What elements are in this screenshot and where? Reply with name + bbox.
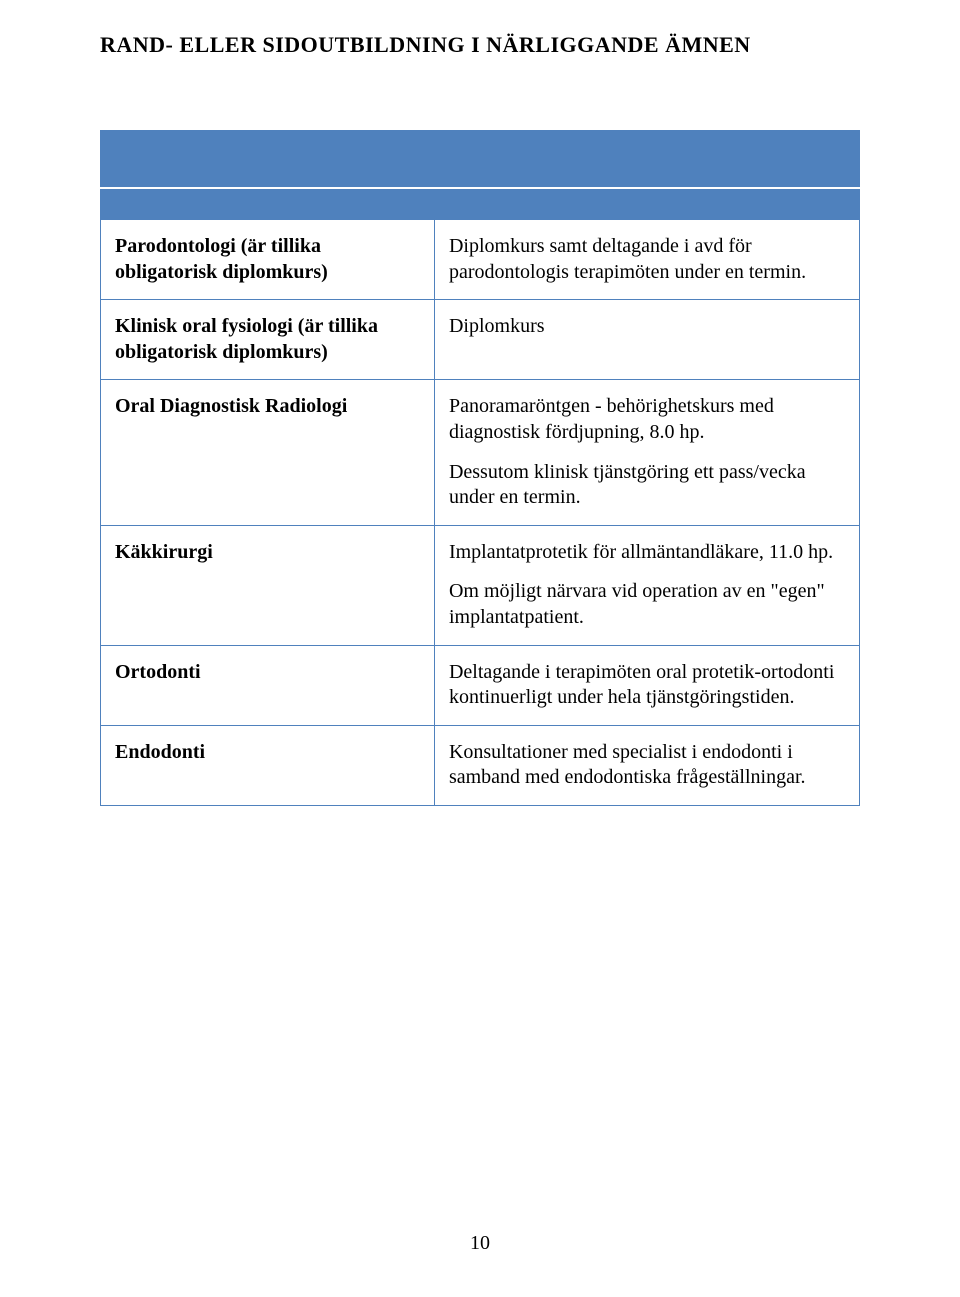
table-row: Käkkirurgi Implantatprotetik för allmänt… [101, 525, 860, 645]
description-cell: Diplomkurs [434, 300, 859, 380]
description-cell: Implantatprotetik för allmäntandläkare, … [434, 525, 859, 645]
table-row: Klinisk oral fysiologi (är tillika oblig… [101, 300, 860, 380]
description-paragraph: Deltagande i terapimöten oral protetik-o… [449, 660, 845, 711]
page-number: 10 [0, 1232, 960, 1255]
education-table: Parodontologi (är tillika obligatorisk d… [100, 130, 860, 806]
table-header-cell [101, 131, 435, 189]
description-paragraph: Panoramaröntgen - behörighetskurs med di… [449, 394, 845, 445]
table-subheader-cell [101, 188, 435, 220]
description-paragraph: Diplomkurs samt deltagande i avd för par… [449, 234, 845, 285]
table-header-row [101, 131, 860, 189]
description-paragraph: Om möjligt närvara vid operation av en "… [449, 579, 845, 630]
table-row: Parodontologi (är tillika obligatorisk d… [101, 220, 860, 300]
page-title: RAND- ELLER SIDOUTBILDNING I NÄRLIGGANDE… [100, 32, 860, 58]
subject-cell: Klinisk oral fysiologi (är tillika oblig… [101, 300, 435, 380]
table-row: Oral Diagnostisk Radiologi Panoramaröntg… [101, 380, 860, 525]
description-paragraph: Konsultationer med specialist i endodont… [449, 740, 845, 791]
table-row: Ortodonti Deltagande i terapimöten oral … [101, 645, 860, 725]
description-paragraph: Implantatprotetik för allmäntandläkare, … [449, 540, 845, 566]
table-subheader-cell [434, 188, 859, 220]
subject-cell: Ortodonti [101, 645, 435, 725]
description-cell: Panoramaröntgen - behörighetskurs med di… [434, 380, 859, 525]
subject-cell: Käkkirurgi [101, 525, 435, 645]
subject-cell: Oral Diagnostisk Radiologi [101, 380, 435, 525]
table-row: Endodonti Konsultationer med specialist … [101, 725, 860, 805]
document-page: RAND- ELLER SIDOUTBILDNING I NÄRLIGGANDE… [0, 0, 960, 1297]
table-header-cell [434, 131, 859, 189]
description-cell: Konsultationer med specialist i endodont… [434, 725, 859, 805]
description-cell: Diplomkurs samt deltagande i avd för par… [434, 220, 859, 300]
subject-cell: Parodontologi (är tillika obligatorisk d… [101, 220, 435, 300]
subject-cell: Endodonti [101, 725, 435, 805]
description-paragraph: Diplomkurs [449, 314, 845, 340]
description-paragraph: Dessutom klinisk tjänstgöring ett pass/v… [449, 460, 845, 511]
table-subheader-row [101, 188, 860, 220]
description-cell: Deltagande i terapimöten oral protetik-o… [434, 645, 859, 725]
